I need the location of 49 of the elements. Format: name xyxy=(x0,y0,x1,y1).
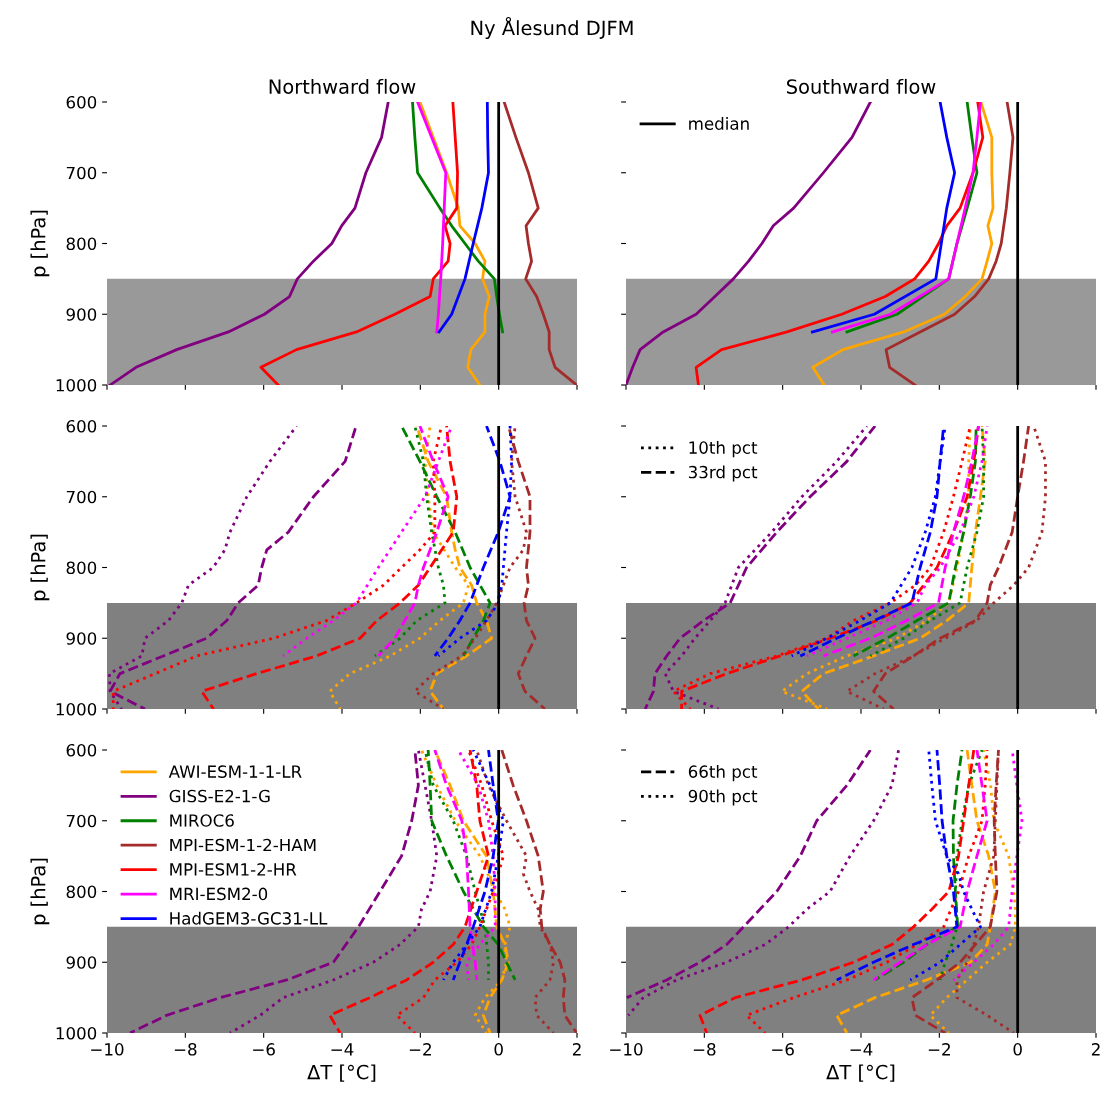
x-tick-label: 2 xyxy=(1091,1043,1100,1056)
legend-label: GISS-E2-1-G xyxy=(169,789,270,803)
legend-label: 66th pct xyxy=(688,765,758,782)
y-tick-label: 600 xyxy=(66,419,97,433)
y-tick-label: 700 xyxy=(66,814,97,828)
legend-label: 10th pct xyxy=(689,441,758,458)
x-tick-label: −10 xyxy=(610,1043,643,1056)
chart-title: Ny Ålesund DJFM xyxy=(471,16,633,40)
y-tick-label: 800 xyxy=(66,885,97,899)
y-tick-label: 700 xyxy=(66,490,97,504)
y-axis-title: p [hPa] xyxy=(30,858,50,925)
y-tick-label: 1000 xyxy=(56,378,97,392)
x-tick-label: 2 xyxy=(572,1043,581,1056)
chart-subtitle: Southward flow xyxy=(787,78,936,94)
legend-label: HadGEM3-GC31-LL xyxy=(170,911,328,925)
x-tick-label: −2 xyxy=(928,1043,950,1056)
legend-label: MRI-ESM2-0 xyxy=(170,887,268,901)
x-tick-label: 0 xyxy=(1013,1043,1022,1056)
y-tick-label: 900 xyxy=(66,956,97,969)
chart-subtitle: Northward flow xyxy=(269,78,416,94)
y-tick-label: 800 xyxy=(66,237,97,251)
x-tick-label: −8 xyxy=(174,1043,197,1056)
y-tick-label: 600 xyxy=(66,95,97,109)
legend-label: MPI-ESM-1-2-HAM xyxy=(170,838,316,852)
legend-label: median xyxy=(689,117,749,130)
legend-label: MPI-ESM1-2-HR xyxy=(170,863,297,876)
x-tick-label: −6 xyxy=(253,1043,275,1056)
x-tick-label: −4 xyxy=(331,1043,354,1056)
y-axis-title: p [hPa] xyxy=(30,210,50,277)
x-axis-title: ΔT [°C] xyxy=(826,1064,895,1082)
x-axis-title: ΔT [°C] xyxy=(307,1064,376,1082)
x-tick-label: −4 xyxy=(850,1043,873,1056)
x-tick-label: −10 xyxy=(91,1043,124,1056)
y-tick-label: 900 xyxy=(66,632,97,645)
y-tick-label: 800 xyxy=(66,561,97,575)
x-tick-label: 0 xyxy=(494,1043,503,1056)
y-tick-label: 900 xyxy=(66,308,97,321)
legend-label: MIROC6 xyxy=(170,814,234,827)
y-tick-label: 700 xyxy=(66,166,97,180)
x-tick-label: −2 xyxy=(409,1043,431,1056)
y-tick-label: 1000 xyxy=(56,702,97,716)
legend-label: AWI-ESM-1-1-LR xyxy=(168,765,302,778)
x-tick-label: −8 xyxy=(693,1043,716,1056)
x-tick-label: −6 xyxy=(772,1043,794,1056)
legend-label: 90th pct xyxy=(688,789,758,806)
legend-label: 33rd pct xyxy=(688,465,758,482)
y-tick-label: 1000 xyxy=(56,1026,97,1040)
y-tick-label: 600 xyxy=(66,743,97,757)
y-axis-title: p [hPa] xyxy=(30,534,50,601)
